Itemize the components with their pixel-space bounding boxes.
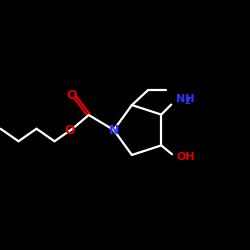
Text: 2: 2 <box>184 97 190 106</box>
Text: NH: NH <box>176 94 195 104</box>
Text: O: O <box>67 88 77 102</box>
Text: OH: OH <box>176 152 195 162</box>
Text: O: O <box>64 124 75 137</box>
Text: N: N <box>108 124 119 136</box>
